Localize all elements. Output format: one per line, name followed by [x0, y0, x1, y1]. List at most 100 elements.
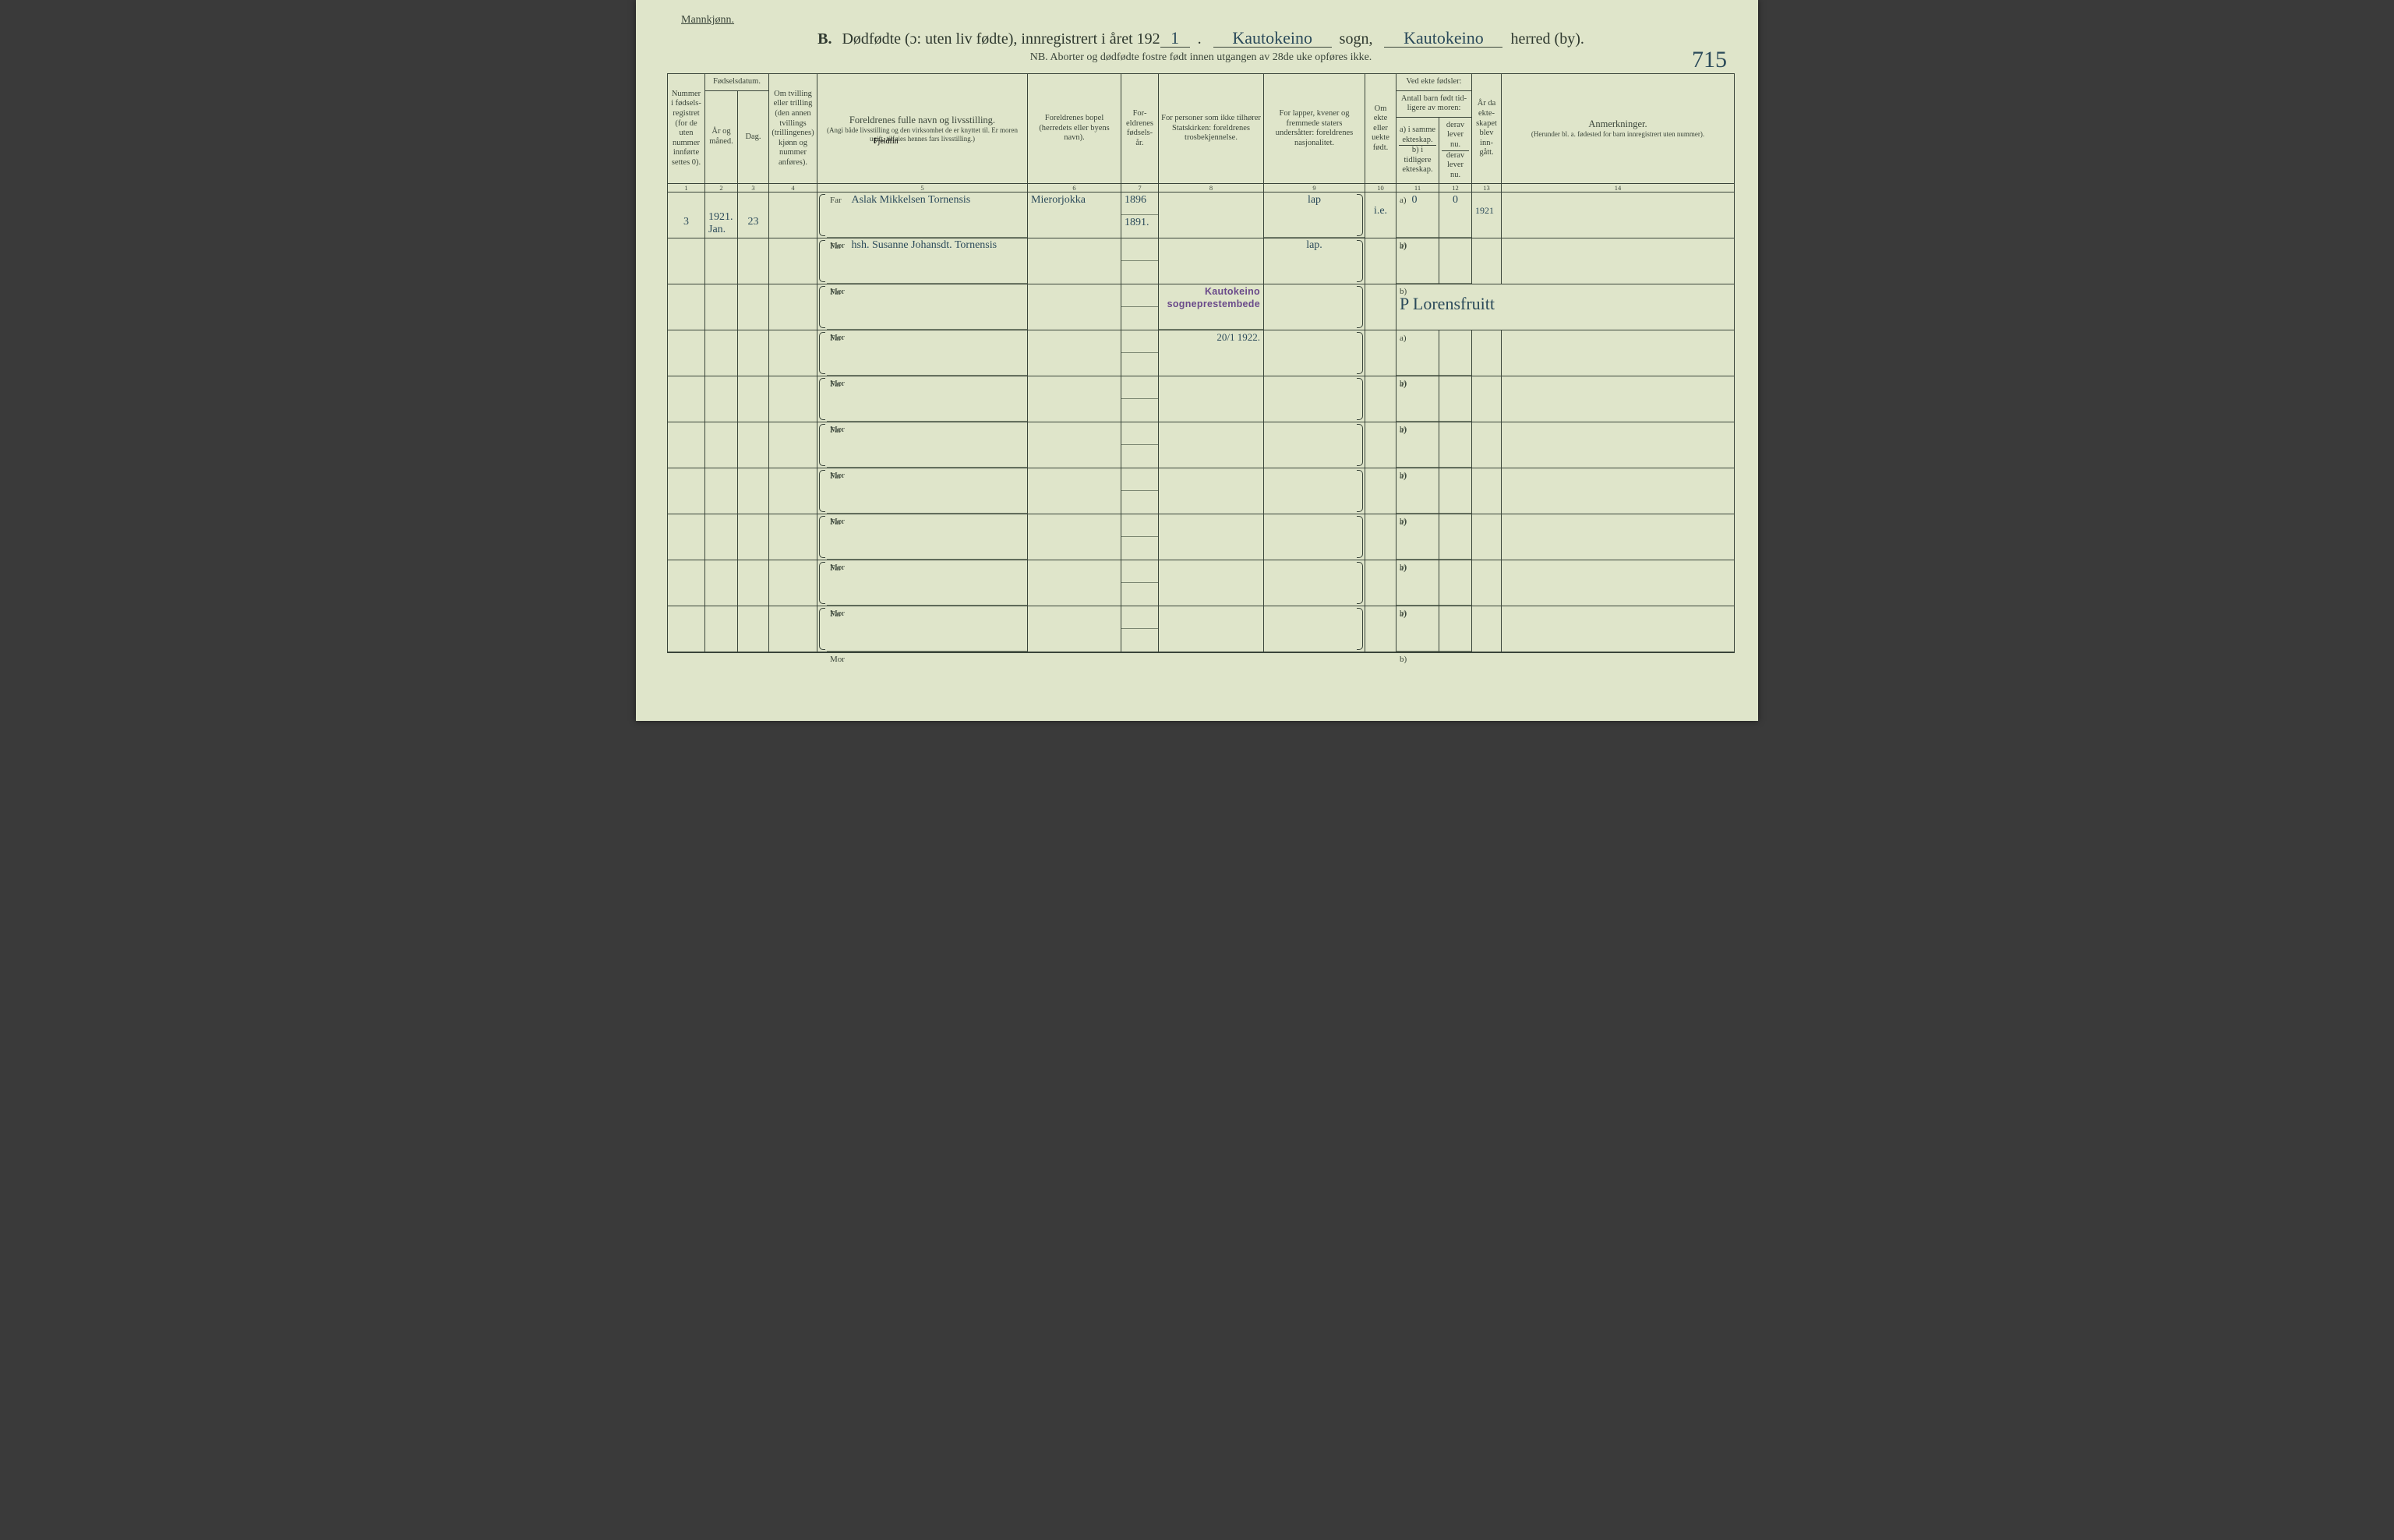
colnum: 8	[1159, 184, 1264, 192]
bracket-icon	[1357, 424, 1363, 466]
bracket-icon	[819, 424, 825, 466]
a-label: a)	[1400, 380, 1409, 389]
bracket-icon	[1357, 378, 1363, 420]
parish-register-page: Mannkjønn. B. Dødfødte (ɔ: uten liv født…	[636, 0, 1758, 721]
col-3-header: Dag.	[738, 90, 769, 184]
col-11b: b) i tidligere ekteskap.	[1399, 145, 1436, 175]
col-2-group-header: Fødselsdatum.	[705, 74, 769, 91]
bracket-icon	[819, 608, 825, 650]
entry-legitimacy: i.e.	[1365, 192, 1396, 238]
bracket-icon	[1357, 470, 1363, 512]
bracket-icon	[1357, 516, 1363, 558]
col-14-main: Anmerkninger.	[1504, 118, 1732, 130]
colnum: 2	[705, 184, 738, 192]
far-label: Far	[830, 609, 849, 619]
entry-day: 23	[738, 192, 769, 238]
far-label: Far	[830, 563, 849, 573]
c11a-value: 0	[1412, 194, 1418, 206]
page-title: B. Dødfødte (ɔ: uten liv fødte), innregi…	[667, 30, 1735, 48]
col-5-header: Foreldrenes fulle navn og livsstilling. …	[817, 74, 1028, 184]
colnum: 5	[817, 184, 1028, 192]
mor-birthyear: 1891.	[1121, 215, 1159, 238]
col-13-header: År da ekte- skapet blev inn- gått.	[1472, 74, 1502, 184]
section-letter: B.	[817, 30, 832, 48]
year-digit: 1	[1160, 30, 1190, 48]
colnum: 14	[1502, 184, 1735, 192]
subtitle: NB. Aborter og dødfødte fostre født inne…	[667, 51, 1735, 64]
title-prefix: Dødfødte (ɔ: uten liv fødte), innregistr…	[842, 30, 1160, 48]
col-9-header: For lapper, kvener og fremmede staters u…	[1264, 74, 1365, 184]
far-label: Far	[830, 196, 849, 205]
empty-row: Far Mor a)b)	[668, 238, 1735, 262]
far-birthyear: 1896	[1121, 192, 1159, 216]
entry-c12: 0	[1439, 192, 1472, 238]
a-label: a)	[1400, 242, 1409, 251]
colnum: 3	[738, 184, 769, 192]
entry-residence: Mierorjokka	[1028, 192, 1121, 238]
entry-c11: a) 0 b)	[1396, 192, 1439, 238]
bracket-icon	[1357, 286, 1363, 328]
stamp-row: Far Mor Kautokeino sogneprestembede 20/1…	[668, 284, 1735, 308]
c12a-value: 0	[1439, 192, 1471, 238]
bracket-icon	[1357, 194, 1363, 236]
a-label: a)	[1400, 196, 1409, 205]
table-body: 3 1921. Jan. 23 Far Aslak Mikkelsen Torn…	[668, 192, 1735, 653]
colnum: 12	[1439, 184, 1472, 192]
herred-name: Kautokeino	[1384, 30, 1502, 48]
far-label: Far	[830, 472, 849, 481]
a-label: a)	[1400, 609, 1409, 619]
far-label: Far	[830, 426, 849, 435]
signature-cell: P Lorensfruitt	[1396, 284, 1735, 330]
col-5-sub: (Angi både livsstilling og den virksomhe…	[820, 126, 1025, 143]
col-14-sub: (Herunder bl. a. fødested for barn innre…	[1504, 130, 1732, 139]
register-table: Nummer i fødsels- registret (for de uten…	[667, 73, 1735, 653]
colnum: 4	[769, 184, 817, 192]
sogn-name: Kautokeino	[1213, 30, 1332, 48]
bracket-icon	[819, 516, 825, 558]
col-11a: a) i samme ekteskap.	[1399, 125, 1436, 145]
entry-marriage-year: 1921	[1472, 192, 1502, 238]
empty-row: FarMor a)b)	[668, 560, 1735, 584]
far-label: Far	[830, 288, 849, 297]
father-name: Aslak Mikkelsen Tornensis	[852, 194, 971, 206]
col-2-header: År og måned.	[705, 90, 738, 184]
bracket-icon	[819, 378, 825, 420]
column-number-row: 1 2 3 4 5 6 7 8 9 10 11 12 13 14	[668, 184, 1735, 192]
colnum: 9	[1264, 184, 1365, 192]
bracket-icon	[1357, 608, 1363, 650]
bracket-icon	[819, 470, 825, 512]
entry-twin	[769, 192, 817, 238]
col-7-header: For- eldrenes fødsels- år.	[1121, 74, 1159, 184]
bracket-icon	[819, 286, 825, 328]
col-11-sub: a) i samme ekteskap. b) i tidligere ekte…	[1396, 117, 1439, 184]
colnum: 7	[1121, 184, 1159, 192]
bracket-icon	[819, 562, 825, 604]
b-label: b)	[1400, 655, 1409, 664]
bracket-icon	[819, 240, 825, 282]
col-6-header: Foreldrenes bopel (herredets eller byens…	[1028, 74, 1121, 184]
corner-mark: 715	[1692, 47, 1727, 73]
a-label: a)	[1400, 334, 1409, 343]
entry-faith	[1159, 192, 1264, 238]
herred-label: herred (by).	[1510, 30, 1584, 48]
sogn-label: sogn,	[1340, 30, 1373, 48]
stamp-cell: Kautokeino sogneprestembede 20/1 1922.	[1159, 284, 1264, 330]
table-header: Nummer i fødsels- registret (for de uten…	[668, 74, 1735, 192]
stamp-text: Kautokeino sogneprestembede	[1167, 286, 1260, 309]
entry-yearmonth: 1921. Jan.	[705, 192, 738, 238]
col-5-main: Foreldrenes fulle navn og livsstilling.	[820, 115, 1025, 126]
colnum: 1	[668, 184, 705, 192]
col-1-header: Nummer i fødsels- registret (for de uten…	[668, 74, 705, 184]
far-nationality: lap	[1264, 192, 1365, 238]
far-label: Far	[830, 242, 849, 251]
col-10-header: Om ekte eller uekte født.	[1365, 74, 1396, 184]
colnum: 11	[1396, 184, 1439, 192]
a-label: a)	[1400, 517, 1409, 527]
colnum: 13	[1472, 184, 1502, 192]
colnum: 6	[1028, 184, 1121, 192]
col-11-mid: Antall barn født tid- ligere av moren:	[1396, 90, 1472, 117]
col-8-header: For personer som ikke tilhører Statskirk…	[1159, 74, 1264, 184]
empty-row: FarMor a)b)	[668, 422, 1735, 446]
entry-number: 3	[668, 192, 705, 238]
bracket-icon	[819, 332, 825, 374]
